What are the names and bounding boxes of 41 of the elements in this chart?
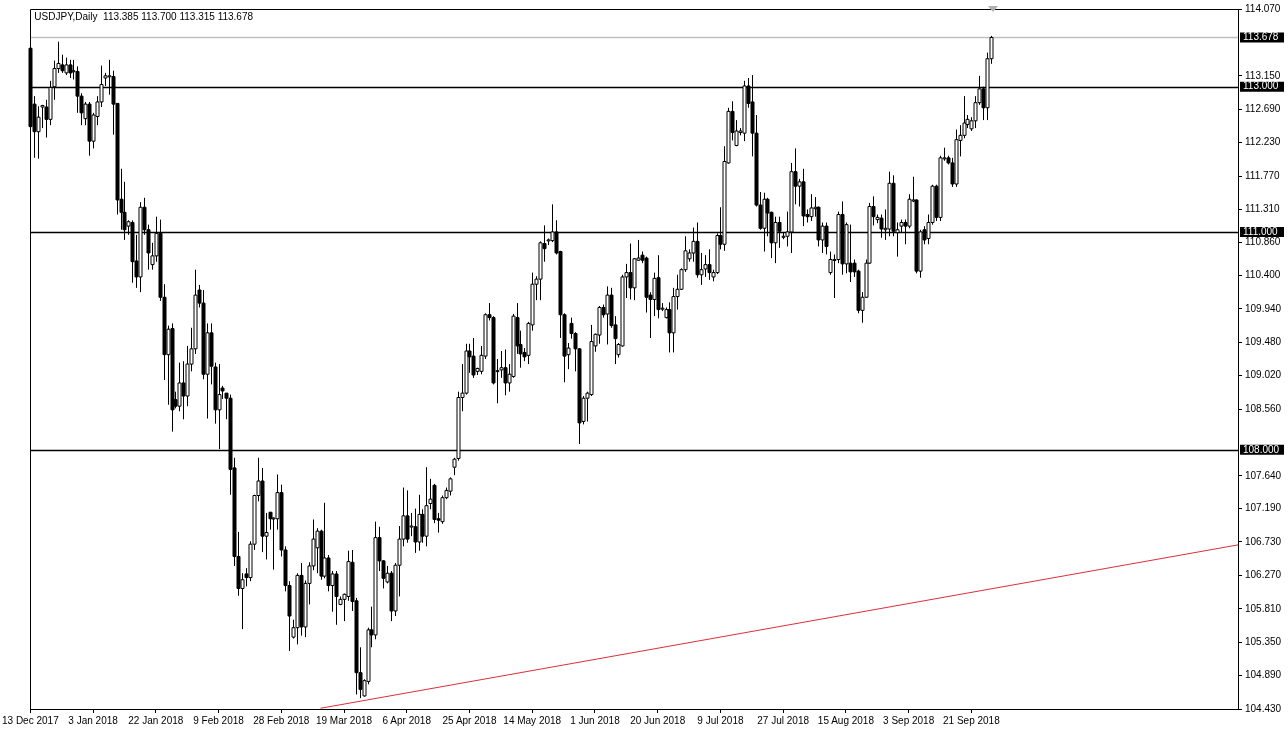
y-tick-label: 111.310 [1245,203,1281,215]
y-tick-label: 105.810 [1245,602,1282,614]
x-tick-label: 9 Feb 2018 [193,714,245,726]
y-tick-label: 112.230 [1245,136,1281,148]
x-tick-label: 3 Sep 2018 [883,714,935,726]
x-tick-label: 3 Jan 2018 [68,714,119,726]
y-tick-label: 109.940 [1245,302,1282,314]
y-tick-label: 109.020 [1245,369,1282,381]
y-tick-label: 108.560 [1245,402,1282,414]
x-tick-label: 22 Jan 2018 [128,714,184,726]
x-tick-label: 13 Dec 2017 [2,714,60,726]
y-tick-label: 110.400 [1245,269,1281,281]
y-tick-label: 113.150 [1245,69,1281,81]
x-tick-label: 28 Feb 2018 [253,714,310,726]
x-tick-label: 20 Jun 2018 [630,714,686,726]
y-tick-label: 107.190 [1245,502,1282,514]
x-tick-label: 14 May 2018 [503,714,562,726]
x-tick-label: 25 Apr 2018 [442,714,497,726]
y-tick-label: 107.640 [1245,469,1282,481]
ref-line-label: 113.000 [1243,80,1279,92]
ref-line-label: 113.678 [1243,31,1279,43]
y-tick-label: 109.480 [1245,336,1282,348]
x-tick-label: 27 Jul 2018 [757,714,810,726]
y-tick-label: 111.770 [1245,169,1281,181]
y-tick-label: 106.730 [1245,535,1282,547]
x-tick-label: 9 Jul 2018 [697,714,744,726]
y-tick-label: 114.070 [1245,2,1281,14]
y-tick-label: 104.430 [1245,702,1282,714]
y-tick-label: 106.270 [1245,569,1282,581]
y-tick-label: 112.690 [1245,102,1281,114]
x-tick-label: 21 Sep 2018 [943,714,1001,726]
ref-line-label: 108.000 [1243,443,1280,455]
y-tick-label: 105.350 [1245,635,1282,647]
chart-title: USDJPY,Daily 113.385 113.700 113.315 113.678 [34,10,254,22]
x-tick-label: 1 Jun 2018 [570,714,621,726]
y-tick-label: 110.860 [1245,235,1281,247]
x-tick-label: 19 Mar 2018 [315,714,373,726]
x-tick-label: 15 Aug 2018 [817,714,875,726]
ref-line-label: 111.000 [1243,225,1279,237]
y-tick-label: 104.890 [1245,669,1282,681]
x-tick-label: 6 Apr 2018 [382,714,432,726]
